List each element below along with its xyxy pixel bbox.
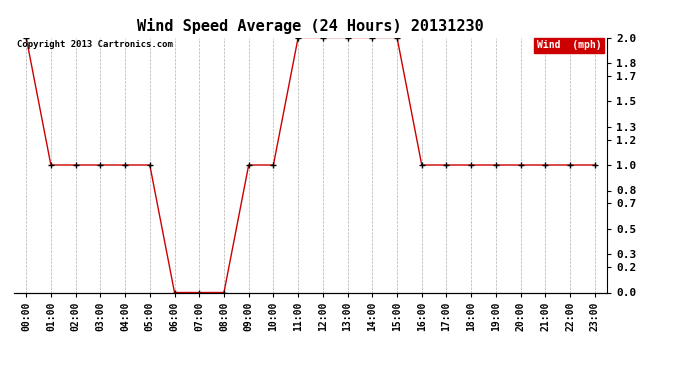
Title: Wind Speed Average (24 Hours) 20131230: Wind Speed Average (24 Hours) 20131230 bbox=[137, 18, 484, 33]
Text: Copyright 2013 Cartronics.com: Copyright 2013 Cartronics.com bbox=[17, 40, 172, 49]
Text: Wind  (mph): Wind (mph) bbox=[537, 40, 601, 50]
